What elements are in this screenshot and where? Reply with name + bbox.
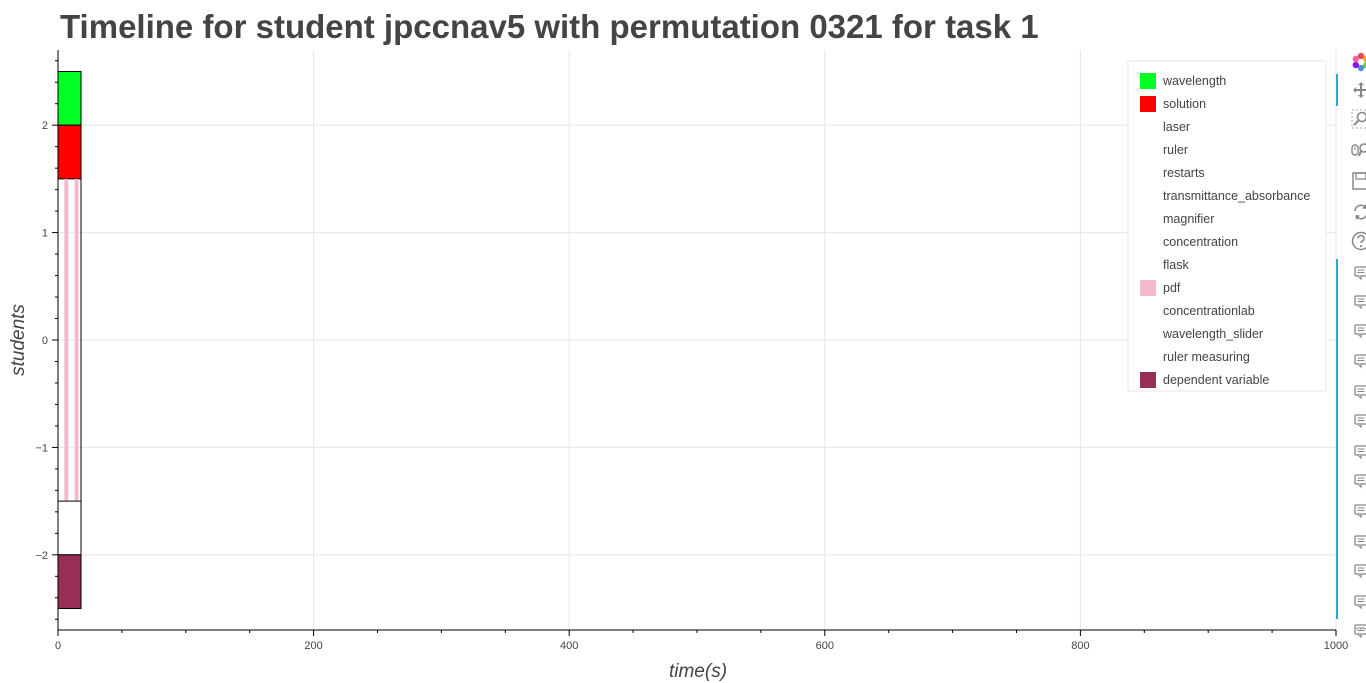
wheel-zoom-icon[interactable] [1350,139,1366,161]
legend-swatch [1140,326,1156,342]
legend-swatch [1140,349,1156,365]
x-tick-label: 800 [1071,640,1089,652]
legend-label[interactable]: dependent variable [1163,373,1269,387]
hover-icon[interactable] [1350,320,1366,342]
help-icon[interactable] [1350,230,1366,252]
bar-pdf[interactable] [74,178,79,502]
bokeh-logo-icon[interactable] [1350,51,1366,73]
y-tick-label: 2 [42,120,48,132]
legend-swatch [1140,188,1156,204]
legend-label[interactable]: flask [1163,258,1189,272]
box-zoom-icon[interactable] [1350,108,1366,130]
legend-swatch [1140,372,1156,388]
timeline-bars [57,70,82,610]
hover-icon[interactable] [1350,291,1366,313]
legend-label[interactable]: wavelength [1162,74,1226,88]
toolbar-more-icon[interactable]: ··· [1355,622,1366,636]
legend-label[interactable]: solution [1163,97,1206,111]
legend-label[interactable]: laser [1163,120,1190,134]
legend-label[interactable]: ruler [1163,143,1188,157]
reset-icon[interactable] [1350,201,1366,223]
legend-label[interactable]: ruler measuring [1163,350,1250,364]
y-tick-label: −1 [35,442,48,454]
legend: wavelength solution laser ruler restarts tran… [1127,60,1327,392]
hover-icon[interactable] [1350,620,1366,642]
hover-icon[interactable] [1350,381,1366,403]
legend-swatch [1140,119,1156,135]
x-tick-label: 1000 [1324,640,1348,652]
hover-icon[interactable] [1350,410,1366,432]
hover-icon[interactable] [1350,560,1366,582]
hover-icon[interactable] [1350,262,1366,284]
y-tick-label: −2 [35,550,48,562]
legend-swatch [1140,165,1156,181]
hover-icon[interactable] [1350,500,1366,522]
bar-pdf[interactable] [64,178,69,502]
toolbar: ··· [1336,48,1366,683]
x-tick-label: 0 [55,640,61,652]
legend-label[interactable]: wavelength_slider [1162,327,1263,341]
axes: 0 200 400 600 800 1000 2 1 0 −1 −2 [35,50,1348,652]
y-axis-label: students [8,304,29,376]
legend-swatch [1140,142,1156,158]
legend-label[interactable]: transmittance_absorbance [1163,189,1310,203]
x-axis-label: time(s) [669,661,727,682]
hover-icon[interactable] [1350,470,1366,492]
y-tick-label: 1 [42,228,48,240]
legend-swatch [1140,211,1156,227]
legend-swatch [1140,280,1156,296]
legend-swatch [1140,73,1156,89]
grid [58,50,1337,630]
legend-box [1127,60,1327,392]
legend-swatch [1140,96,1156,112]
bar-wavelength[interactable] [57,70,82,126]
chart-title: Timeline for student jpccnav5 with permu… [60,8,1039,45]
pan-icon[interactable] [1350,79,1366,101]
x-tick-label: 400 [560,640,578,652]
legend-swatch [1140,257,1156,273]
x-tick-label: 600 [816,640,834,652]
legend-label[interactable]: concentration [1163,235,1238,249]
hover-icon[interactable] [1350,350,1366,372]
legend-label[interactable]: concentrationlab [1163,304,1255,318]
hover-icon[interactable] [1350,531,1366,553]
legend-swatch [1140,303,1156,319]
bar-dependent-variable[interactable] [57,554,82,610]
hover-icon[interactable] [1350,591,1366,613]
hover-icon[interactable] [1350,441,1366,463]
save-icon[interactable] [1350,170,1366,192]
x-tick-label: 200 [304,640,322,652]
legend-label[interactable]: restarts [1163,166,1205,180]
toolbar-divider [1336,259,1338,619]
bar-concentrationlab[interactable] [57,500,82,556]
y-tick-label: 0 [42,335,48,347]
legend-swatch [1140,234,1156,250]
legend-label[interactable]: pdf [1163,281,1181,295]
legend-label[interactable]: magnifier [1163,212,1214,226]
toolbar-divider [1336,74,1338,106]
bar-solution[interactable] [57,124,82,180]
